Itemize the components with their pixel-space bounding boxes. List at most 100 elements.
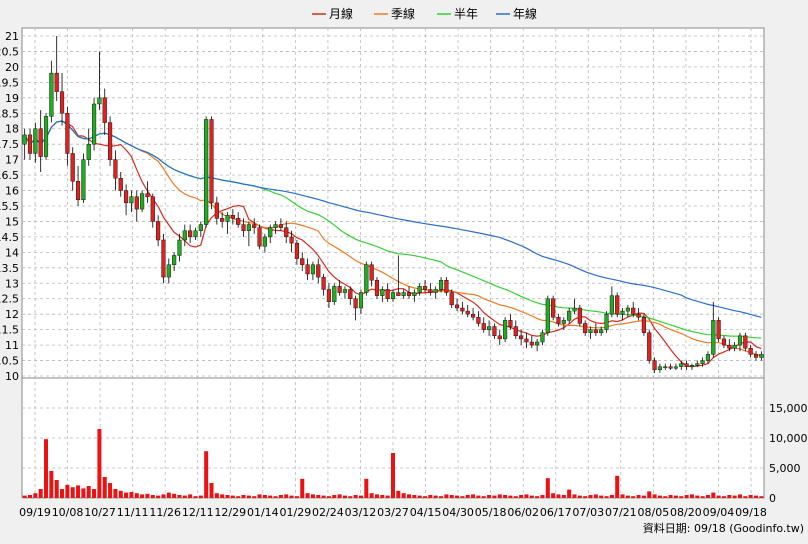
volume-bar <box>54 480 59 498</box>
candle-body <box>108 122 113 160</box>
candle-body <box>358 292 364 309</box>
candle-body <box>673 366 678 369</box>
candle-body <box>428 289 433 293</box>
candle-body <box>604 313 609 330</box>
candle-body <box>380 289 385 296</box>
volume-bar <box>481 496 486 498</box>
volume-bar <box>161 494 166 498</box>
volume-bar <box>348 496 353 498</box>
candle-body <box>572 307 577 312</box>
volume-bar <box>417 495 422 498</box>
volume-bar <box>700 496 705 498</box>
volume-bar <box>246 495 251 498</box>
candle-body <box>193 230 198 238</box>
date-tick-label: 10/27 <box>84 506 116 519</box>
source-note: 資料日期: 09/18 (Goodinfo.tw) <box>643 521 804 535</box>
volume-bar <box>524 494 529 498</box>
date-tick-label: 05/18 <box>475 506 507 519</box>
candle-body <box>22 134 27 145</box>
candle-body <box>225 215 230 222</box>
candle-body <box>583 323 588 333</box>
volume-bar <box>60 489 65 498</box>
candlestick-layer <box>22 36 764 373</box>
candle-body <box>145 193 150 197</box>
volume-bar <box>22 495 27 498</box>
price-tick-label: 12 <box>5 308 19 321</box>
volume-bar <box>337 494 342 498</box>
volume-bar <box>625 495 630 498</box>
candle-body <box>97 97 102 105</box>
candle-body <box>711 320 716 355</box>
volume-bar <box>577 495 582 498</box>
volume-bar <box>150 495 155 498</box>
candle-body <box>412 292 417 296</box>
volume-tick-label: 15,000 <box>769 402 808 415</box>
date-tick-label: 11/11 <box>117 506 149 519</box>
price-tick-label: 11 <box>5 339 19 352</box>
date-tick-label: 03/12 <box>345 506 377 519</box>
candle-body <box>326 289 332 303</box>
candle-body <box>625 307 630 312</box>
volume-bar <box>97 429 102 498</box>
volume-bar <box>321 495 326 498</box>
candle-body <box>364 264 369 293</box>
candle-body <box>460 307 465 312</box>
volume-bar <box>156 495 161 498</box>
candle-body <box>102 97 107 123</box>
candle-body <box>316 264 321 278</box>
volume-bar <box>44 439 49 498</box>
volume-bar <box>65 484 70 498</box>
candle-body <box>236 218 241 225</box>
candle-body <box>27 134 33 154</box>
price-tick-label: 19 <box>5 92 19 105</box>
candle-body <box>209 119 214 204</box>
candle-body <box>70 153 75 182</box>
volume-bar <box>492 495 497 498</box>
date-tick-label: 09/19 <box>19 506 51 519</box>
candle-body <box>198 224 203 231</box>
candle-body <box>166 264 171 278</box>
volume-bar <box>262 495 267 498</box>
candle-body <box>433 289 438 293</box>
volume-bar <box>535 496 540 498</box>
volume-bar <box>294 496 299 498</box>
volume-bar <box>423 496 428 498</box>
candle-body <box>743 335 748 349</box>
candle-body <box>124 190 129 204</box>
volume-bar <box>124 492 129 498</box>
volume-bar <box>310 494 315 498</box>
volume-bar <box>374 494 379 498</box>
volume-bar <box>407 494 412 498</box>
candle-body <box>54 72 59 92</box>
price-tick-label: 14 <box>5 246 19 259</box>
candle-body <box>182 230 187 241</box>
price-tick-label: 12.5 <box>0 293 19 306</box>
candle-body <box>43 116 49 157</box>
volume-bar <box>166 492 171 498</box>
volume-tick-label: 10,000 <box>769 432 808 445</box>
candle-body <box>91 103 97 145</box>
candle-body <box>524 338 529 343</box>
volume-bar <box>220 494 225 498</box>
volume-bar <box>727 495 732 498</box>
volume-bar <box>503 495 508 498</box>
candle-body <box>593 329 598 333</box>
candle-body <box>342 289 348 293</box>
volume-tick-label: 0 <box>769 492 776 505</box>
candle-body <box>545 298 550 333</box>
volume-bar <box>118 490 123 498</box>
volume-bar <box>172 493 177 498</box>
candle-body <box>310 264 315 275</box>
candle-body <box>81 159 86 201</box>
volume-bar <box>545 478 550 498</box>
volume-bar <box>743 496 748 498</box>
candle-body <box>599 329 604 333</box>
candle-body <box>732 344 737 349</box>
date-tick-label: 01/14 <box>247 506 279 519</box>
candle-body <box>140 193 145 210</box>
candle-body <box>257 227 262 247</box>
candle-body <box>753 354 759 358</box>
candle-body <box>620 310 625 315</box>
volume-bar <box>721 496 726 498</box>
candle-body <box>529 341 534 346</box>
